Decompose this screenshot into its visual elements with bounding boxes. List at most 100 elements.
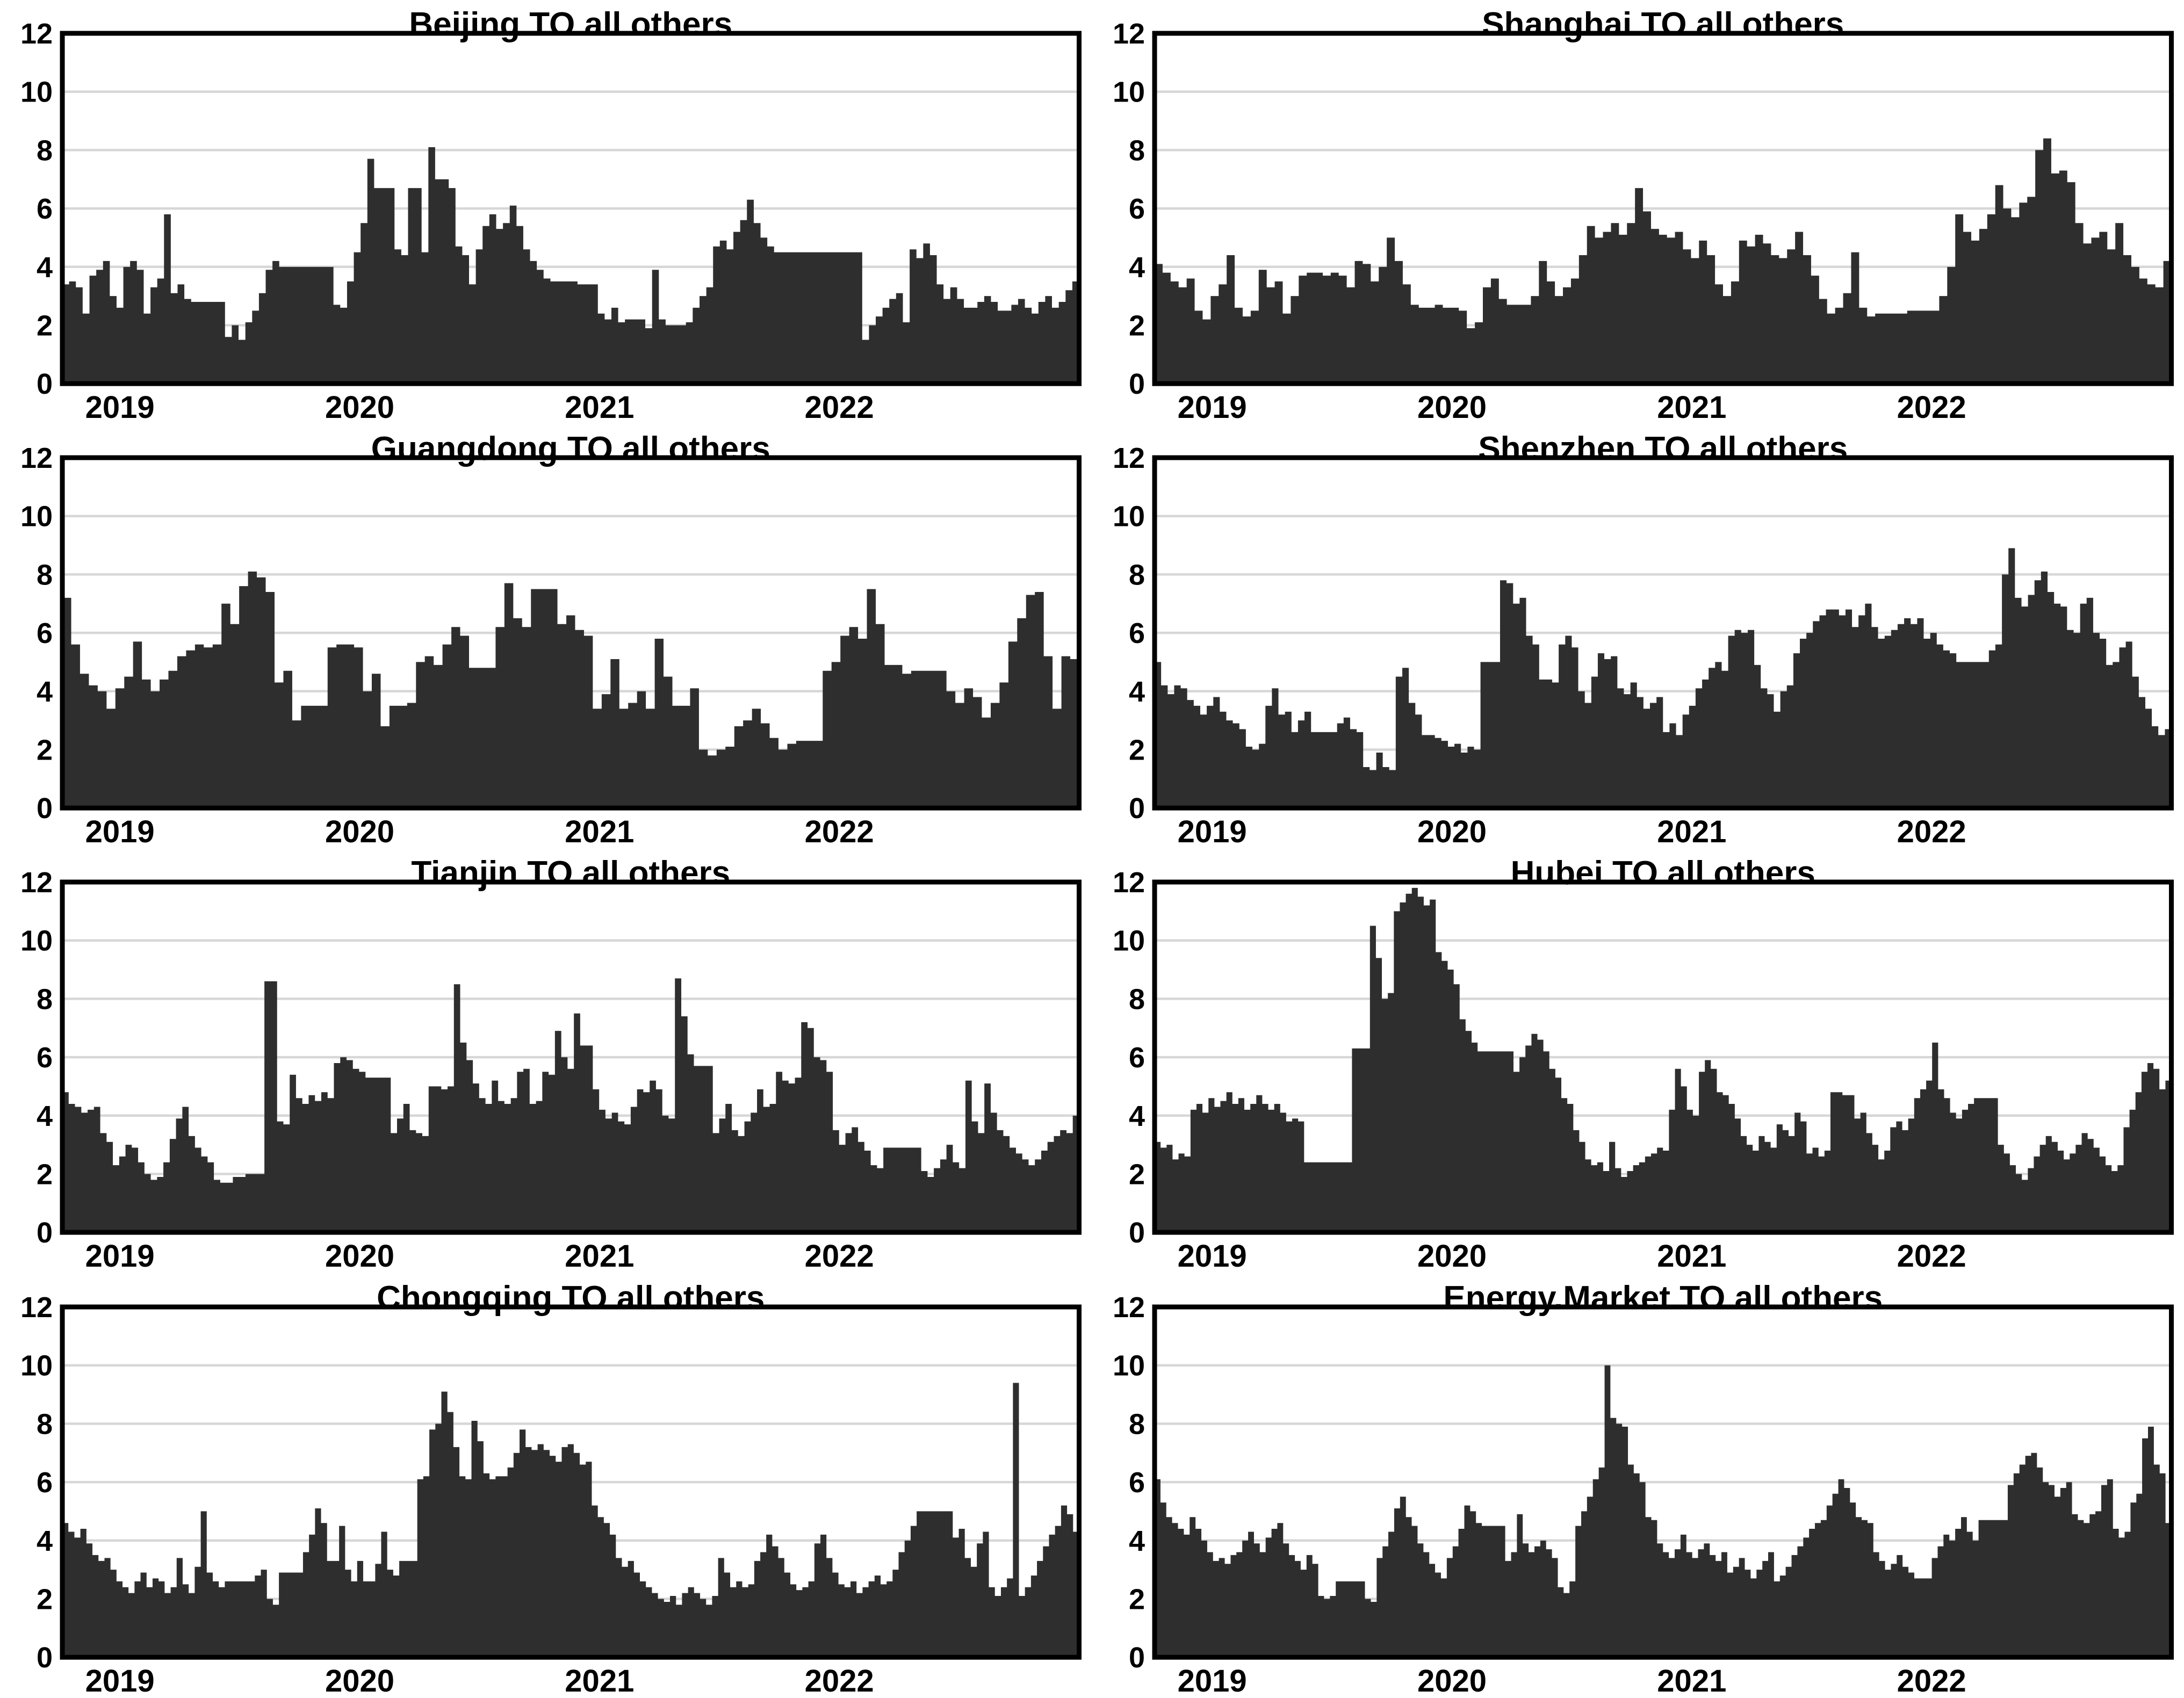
x-tick-label: 2020 [1417, 390, 1486, 424]
y-tick-label: 6 [37, 1466, 53, 1499]
x-tick-label: 2022 [805, 1239, 874, 1274]
y-tick-label: 0 [37, 792, 53, 825]
y-tick-label: 8 [37, 984, 53, 1016]
x-tick-label: 2019 [1177, 814, 1246, 849]
y-tick-label: 10 [20, 1349, 53, 1382]
y-tick-label: 10 [20, 925, 53, 957]
x-tick-label: 2020 [325, 390, 394, 424]
x-tick-label: 2021 [565, 390, 634, 424]
y-tick-label: 0 [1128, 1642, 1144, 1674]
x-tick-label: 2022 [1897, 814, 1966, 849]
y-tick-label: 4 [1128, 676, 1144, 708]
y-tick-label: 12 [1112, 866, 1144, 899]
x-tick-label: 2022 [805, 814, 874, 849]
y-tick-label: 0 [37, 1642, 53, 1674]
y-tick-label: 8 [37, 134, 53, 167]
chart-title: Hubei TO all others [1510, 855, 1815, 892]
x-tick-label: 2021 [1657, 1239, 1726, 1274]
y-tick-label: 6 [1128, 617, 1144, 649]
x-tick-label: 2019 [85, 814, 155, 849]
x-tick-label: 2020 [325, 814, 394, 849]
y-tick-label: 0 [1128, 368, 1144, 400]
y-tick-label: 4 [37, 1100, 53, 1132]
x-tick-label: 2021 [565, 814, 634, 849]
y-tick-label: 0 [37, 1217, 53, 1249]
x-tick-label: 2021 [565, 1239, 634, 1274]
y-tick-label: 12 [20, 1291, 53, 1324]
y-tick-label: 0 [1128, 1217, 1144, 1249]
x-tick-label: 2021 [1657, 390, 1726, 424]
y-tick-label: 12 [1112, 442, 1144, 474]
x-tick-label: 2020 [1417, 1239, 1486, 1274]
x-tick-label: 2022 [805, 390, 874, 424]
x-tick-label: 2020 [1417, 1664, 1486, 1698]
x-tick-label: 2022 [1897, 1664, 1966, 1698]
y-tick-label: 12 [20, 866, 53, 899]
y-tick-label: 10 [20, 76, 53, 109]
y-tick-label: 6 [1128, 1466, 1144, 1499]
y-tick-label: 4 [37, 676, 53, 708]
y-tick-label: 4 [1128, 1524, 1144, 1557]
x-tick-label: 2021 [565, 1664, 634, 1698]
chart-title: Beijing TO all others [409, 6, 732, 43]
x-tick-label: 2019 [1177, 1664, 1246, 1698]
y-tick-label: 6 [1128, 1042, 1144, 1074]
y-tick-label: 8 [37, 1408, 53, 1440]
x-tick-label: 2021 [1657, 1664, 1726, 1698]
x-tick-label: 2022 [805, 1664, 874, 1698]
series-area-fill [1155, 1365, 2171, 1657]
y-tick-label: 10 [1112, 76, 1144, 109]
series-area-fill [1155, 139, 2171, 384]
y-tick-label: 6 [37, 193, 53, 225]
y-tick-label: 2 [1128, 1583, 1144, 1615]
chart-title: Tianjin TO all others [411, 855, 730, 892]
x-tick-label: 2020 [1417, 814, 1486, 849]
y-tick-label: 2 [1128, 309, 1144, 342]
y-tick-label: 2 [1128, 1159, 1144, 1191]
x-tick-label: 2019 [85, 390, 155, 424]
y-tick-label: 12 [1112, 1291, 1144, 1324]
y-tick-label: 10 [1112, 501, 1144, 533]
series-area-fill [62, 979, 1079, 1233]
y-tick-label: 0 [37, 368, 53, 400]
x-tick-label: 2019 [1177, 1239, 1246, 1274]
series-area-fill [62, 572, 1079, 808]
y-tick-label: 2 [37, 309, 53, 342]
x-tick-label: 2022 [1897, 1239, 1966, 1274]
y-tick-label: 2 [37, 1159, 53, 1191]
chart-title: Shanghai TO all others [1482, 6, 1844, 43]
x-tick-label: 2020 [325, 1239, 394, 1274]
x-tick-label: 2022 [1897, 390, 1966, 424]
chart-title: Shenzhen TO all others [1478, 430, 1848, 467]
y-tick-label: 0 [1128, 792, 1144, 825]
y-tick-label: 12 [20, 442, 53, 474]
y-tick-label: 2 [37, 1583, 53, 1615]
x-tick-label: 2020 [325, 1664, 394, 1698]
y-tick-label: 12 [20, 18, 53, 50]
y-tick-label: 4 [37, 1524, 53, 1557]
y-tick-label: 6 [1128, 193, 1144, 225]
x-tick-label: 2019 [1177, 390, 1246, 424]
y-tick-label: 8 [1128, 559, 1144, 591]
y-tick-label: 8 [1128, 134, 1144, 167]
y-tick-label: 8 [37, 559, 53, 591]
y-tick-label: 2 [37, 734, 53, 767]
x-tick-label: 2021 [1657, 814, 1726, 849]
x-tick-label: 2019 [85, 1664, 155, 1698]
